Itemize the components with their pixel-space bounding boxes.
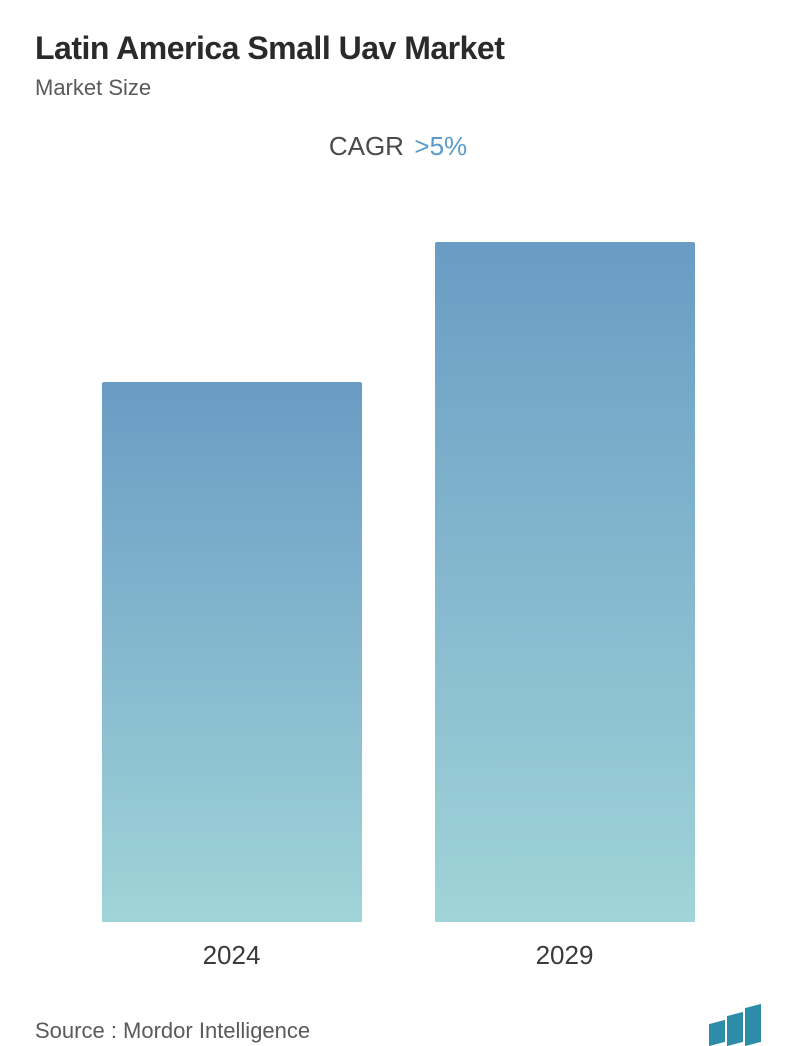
page-subtitle: Market Size	[35, 75, 761, 101]
bar-group-2029: 2029	[435, 242, 695, 971]
chart-footer: Source : Mordor Intelligence	[35, 986, 761, 1044]
logo-bar-1	[709, 1020, 725, 1046]
bar-2024	[102, 382, 362, 922]
bar-label-2024: 2024	[203, 940, 261, 971]
chart-container: Latin America Small Uav Market Market Si…	[0, 0, 796, 1034]
cagr-display: CAGR >5%	[35, 131, 761, 162]
bar-label-2029: 2029	[536, 940, 594, 971]
bar-chart: 2024 2029	[35, 182, 761, 971]
bar-2029	[435, 242, 695, 922]
page-title: Latin America Small Uav Market	[35, 30, 761, 67]
logo-bar-3	[745, 1004, 761, 1046]
cagr-value: >5%	[414, 131, 467, 161]
logo-bar-2	[727, 1012, 743, 1046]
mordor-logo-icon	[709, 1006, 761, 1044]
bar-group-2024: 2024	[102, 382, 362, 971]
cagr-label: CAGR	[329, 131, 404, 161]
source-text: Source : Mordor Intelligence	[35, 1018, 310, 1044]
